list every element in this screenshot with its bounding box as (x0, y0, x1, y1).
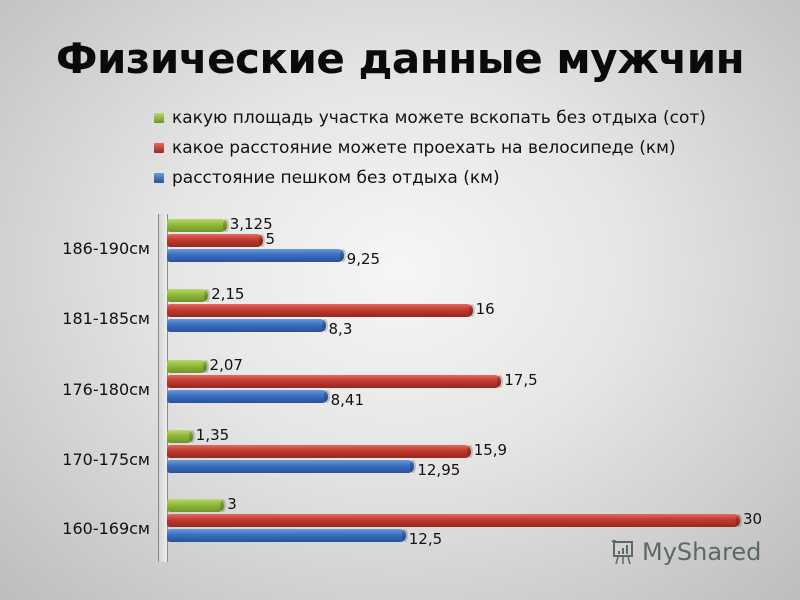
data-label: 8,3 (328, 320, 353, 338)
data-label: 15,9 (473, 441, 508, 459)
bar-red (167, 445, 473, 458)
category-axis-wall (158, 214, 168, 562)
data-label: 17,5 (504, 371, 538, 389)
bar-blue (167, 460, 417, 473)
bar-blue (167, 390, 330, 403)
bar-green (167, 360, 209, 373)
legend-label: расстояние пешком без отдыха (км) (172, 168, 500, 188)
legend-swatch-blue-icon (154, 173, 164, 183)
bar-blue (167, 529, 408, 542)
category-label: 170-175см (62, 450, 150, 469)
bar-red (167, 375, 504, 388)
bar-green (167, 430, 195, 443)
bar-red (167, 304, 475, 317)
data-label: 16 (475, 300, 495, 318)
data-label: 3,125 (229, 215, 273, 233)
category-label: 181-185см (62, 309, 150, 328)
bar-green (167, 219, 229, 232)
bar-red (167, 514, 742, 527)
watermark-text: MyShared (642, 538, 762, 566)
chart-legend: какую площадь участка можете вскопать бе… (154, 103, 706, 193)
legend-item-digging: какую площадь участка можете вскопать бе… (154, 103, 706, 133)
data-label: 12,5 (408, 530, 443, 548)
watermark: MyShared (610, 538, 761, 566)
legend-label: какую площадь участка можете вскопать бе… (172, 108, 706, 128)
legend-label: какое расстояние можете проехать на вело… (172, 138, 676, 158)
legend-item-walking: расстояние пешком без отдыха (км) (154, 163, 706, 193)
slide-title: Физические данные мужчин (55, 34, 745, 83)
category-label: 186-190см (62, 239, 150, 258)
bar-red (167, 234, 264, 247)
data-label: 12,95 (417, 461, 461, 479)
presentation-board-icon (611, 539, 633, 565)
bar-green (167, 499, 227, 512)
data-label: 1,35 (195, 426, 230, 444)
bar-green (167, 289, 211, 302)
data-label: 30 (743, 510, 763, 528)
category-label: 176-180см (62, 380, 150, 399)
bar-blue (167, 249, 346, 262)
data-label: 3 (227, 495, 237, 513)
data-label: 2,07 (209, 356, 243, 374)
legend-swatch-green-icon (154, 113, 164, 123)
data-label: 8,41 (330, 391, 365, 409)
bar-blue (167, 319, 328, 332)
data-label: 2,15 (211, 285, 245, 303)
data-label: 9,25 (346, 250, 381, 268)
legend-item-cycling: какое расстояние можете проехать на вело… (154, 133, 706, 163)
data-label: 5 (265, 230, 276, 248)
category-label: 160-169см (62, 519, 150, 538)
legend-swatch-red-icon (154, 143, 164, 153)
